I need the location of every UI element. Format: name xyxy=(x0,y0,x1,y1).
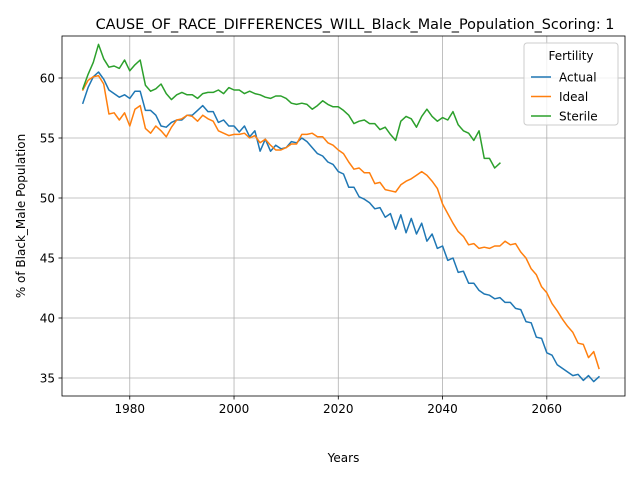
y-axis-label: % of Black_Male Population xyxy=(14,134,28,298)
y-tick-label: 45 xyxy=(40,252,55,266)
chart-title: CAUSE_OF_RACE_DIFFERENCES_WILL_Black_Mal… xyxy=(96,17,615,33)
series-line-actual xyxy=(81,71,600,383)
x-tick-label: 2060 xyxy=(532,402,563,416)
legend-label-actual: Actual xyxy=(559,71,597,85)
legend-box xyxy=(523,42,619,126)
x-axis-label: Years xyxy=(327,451,360,465)
axes: 1980 2000 2020 2040 2060 35 40 45 50 55 60 xyxy=(40,72,562,417)
series-line-sterile xyxy=(81,43,501,169)
legend-label-ideal: Ideal xyxy=(559,90,588,104)
y-tick-label: 55 xyxy=(40,132,55,146)
legend: Fertility Actual Ideal Sterile xyxy=(523,42,619,126)
y-tick-label: 60 xyxy=(40,72,55,86)
x-tick-label: 2020 xyxy=(323,402,354,416)
legend-entries: Actual Ideal Sterile xyxy=(531,71,598,124)
plot-series xyxy=(81,43,600,383)
series-line-ideal xyxy=(81,74,600,370)
y-tick-label: 40 xyxy=(40,312,55,326)
x-tick-label: 2040 xyxy=(427,402,458,416)
legend-label-sterile: Sterile xyxy=(559,110,598,124)
legend-title: Fertility xyxy=(548,49,593,63)
x-tick-label: 1980 xyxy=(114,402,145,416)
x-tick-label: 2000 xyxy=(219,402,250,416)
plot-area xyxy=(61,35,626,397)
y-tick-label: 35 xyxy=(40,372,55,386)
y-tick-label: 50 xyxy=(40,192,55,206)
